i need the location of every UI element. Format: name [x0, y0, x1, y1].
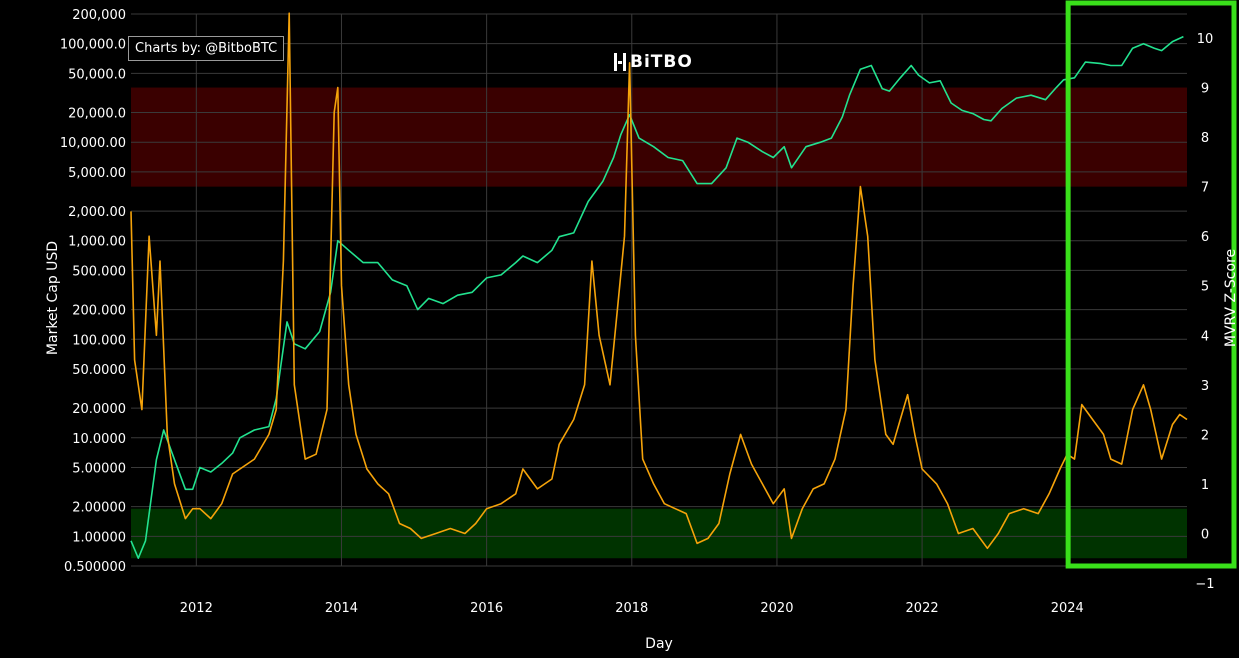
bitbo-logo-icon	[614, 53, 626, 71]
y-left-tick-label: 50.0000	[72, 363, 126, 378]
highlight-box	[1065, 0, 1237, 569]
y-left-tick-label: 10,000.00	[60, 136, 126, 151]
zone-bottom	[131, 508, 1187, 559]
y-left-tick-label: 2.00000	[72, 501, 126, 516]
y-left-tick-label: 200.000	[72, 304, 126, 319]
x-tick-label: 2020	[760, 601, 793, 616]
brand-logo: BiTBO	[614, 52, 693, 72]
y-right-tick-label: 3	[1201, 379, 1209, 394]
y-right-tick-label: 7	[1201, 181, 1209, 196]
y-right-tick-label: 9	[1201, 82, 1209, 97]
x-tick-label: 2014	[325, 601, 358, 616]
x-tick-label: 2022	[906, 601, 939, 616]
mvrv-zscore-line	[130, 12, 1188, 550]
y-left-tick-label: 20.0000	[72, 402, 126, 417]
y-left-tick-label: 500.000	[72, 264, 126, 279]
y-left-tick-label: 5.00000	[72, 461, 126, 476]
zones-layer	[131, 87, 1187, 559]
x-axis-title: Day	[645, 636, 673, 652]
y-right-tick-label: 6	[1201, 230, 1209, 245]
y-right-tick-label: 1	[1201, 478, 1209, 493]
y-left-tick-label: 100,000.0	[60, 38, 126, 53]
x-tick-label: 2018	[615, 601, 648, 616]
x-tick-label: 2016	[470, 601, 503, 616]
x-tick-label: 2012	[180, 601, 213, 616]
y-right-tick-label: 4	[1201, 329, 1209, 344]
y-left-tick-label: 1,000.00	[68, 235, 126, 250]
y-left-tick-label: 10.0000	[72, 432, 126, 447]
y-right-axis-title: MVRV Z-Score	[1223, 249, 1239, 347]
y-left-tick-label: 2,000.00	[68, 205, 126, 220]
y-left-tick-label: 100.000	[72, 333, 126, 348]
y-right-tick-label: −1	[1195, 577, 1214, 592]
brand-name: BiTBO	[630, 52, 693, 72]
y-right-tick-label: 2	[1201, 428, 1209, 443]
y-right-tick-label: 8	[1201, 131, 1209, 146]
y-right-tick-label: 0	[1201, 527, 1209, 542]
y-left-tick-label: 5,000.00	[68, 166, 126, 181]
y-right-tick-label: 5	[1201, 280, 1209, 295]
grid-layer	[131, 13, 1187, 567]
zone-top	[131, 87, 1187, 187]
x-tick-label: 2024	[1051, 601, 1084, 616]
y-left-tick-label: 50,000.0	[68, 67, 126, 82]
market-cap-line	[130, 35, 1184, 559]
series-layer	[130, 12, 1188, 559]
y-right-tick-label: 10	[1197, 32, 1214, 47]
y-left-tick-label: 20,000.0	[68, 107, 126, 122]
watermark-label: Charts by: @BitboBTC	[128, 36, 285, 61]
ticks-layer: 200,000 100,000.0 50,000.0 20,000.0 10,000.0…	[60, 8, 1215, 616]
y-left-tick-label: 1.00000	[72, 530, 126, 545]
y-left-axis-title: Market Cap USD	[45, 241, 61, 355]
y-left-tick-label: 200,000	[72, 8, 126, 23]
y-left-tick-label: 0.500000	[64, 560, 126, 575]
